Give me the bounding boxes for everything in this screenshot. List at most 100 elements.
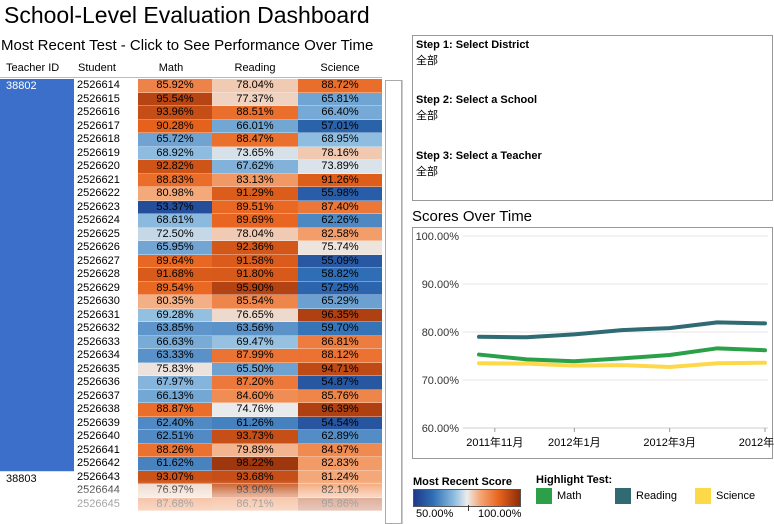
table-row[interactable]: 2526645 87.68% 86.71% 95.86% xyxy=(74,497,382,511)
reading-cell[interactable]: 89.51% xyxy=(212,200,298,214)
math-cell[interactable]: 67.97% xyxy=(138,376,212,390)
highlight-math[interactable]: Math xyxy=(536,488,596,504)
reading-cell[interactable]: 93.90% xyxy=(212,484,298,498)
science-cell[interactable]: 62.26% xyxy=(298,214,382,228)
science-cell[interactable]: 85.76% xyxy=(298,389,382,403)
teacher-group[interactable]: 38802 xyxy=(0,79,74,471)
math-cell[interactable]: 95.54% xyxy=(138,92,212,106)
table-row[interactable]: 2526624 68.61% 89.69% 62.26% xyxy=(74,214,382,228)
math-cell[interactable]: 92.82% xyxy=(138,160,212,174)
science-cell[interactable]: 95.86% xyxy=(298,497,382,511)
science-cell[interactable]: 96.39% xyxy=(298,403,382,417)
table-row[interactable]: 2526633 66.63% 69.47% 86.81% xyxy=(74,335,382,349)
science-cell[interactable]: 59.70% xyxy=(298,322,382,336)
reading-cell[interactable]: 89.69% xyxy=(212,214,298,228)
table-row[interactable]: 2526617 90.28% 66.01% 57.01% xyxy=(74,119,382,133)
table-row[interactable]: 2526636 67.97% 87.20% 54.87% xyxy=(74,376,382,390)
reading-cell[interactable]: 83.13% xyxy=(212,173,298,187)
math-cell[interactable]: 65.95% xyxy=(138,241,212,255)
science-cell[interactable]: 81.24% xyxy=(298,470,382,484)
reading-cell[interactable]: 69.47% xyxy=(212,335,298,349)
science-cell[interactable]: 62.89% xyxy=(298,430,382,444)
science-cell[interactable]: 82.83% xyxy=(298,457,382,471)
table-row[interactable]: 2526619 68.92% 73.65% 78.16% xyxy=(74,146,382,160)
math-cell[interactable]: 68.92% xyxy=(138,146,212,160)
math-cell[interactable]: 90.28% xyxy=(138,119,212,133)
math-cell[interactable]: 87.68% xyxy=(138,497,212,511)
table-row[interactable]: 2526630 80.35% 85.54% 65.29% xyxy=(74,295,382,309)
science-cell[interactable]: 88.12% xyxy=(298,349,382,363)
science-cell[interactable]: 57.01% xyxy=(298,119,382,133)
math-cell[interactable]: 68.61% xyxy=(138,214,212,228)
reading-cell[interactable]: 87.99% xyxy=(212,349,298,363)
table-row[interactable]: 2526625 72.50% 78.04% 82.58% xyxy=(74,227,382,241)
school-filter-value[interactable]: 全部 xyxy=(416,110,438,122)
reading-cell[interactable]: 98.22% xyxy=(212,457,298,471)
table-row[interactable]: 2526629 89.54% 95.90% 57.25% xyxy=(74,281,382,295)
reading-cell[interactable]: 85.54% xyxy=(212,295,298,309)
science-cell[interactable]: 88.72% xyxy=(298,79,382,93)
science-cell[interactable]: 57.25% xyxy=(298,281,382,295)
table-row[interactable]: 2526634 63.33% 87.99% 88.12% xyxy=(74,349,382,363)
science-cell[interactable]: 65.81% xyxy=(298,92,382,106)
math-cell[interactable]: 88.26% xyxy=(138,443,212,457)
table-row[interactable]: 2526632 63.85% 63.56% 59.70% xyxy=(74,322,382,336)
header-reading[interactable]: Reading xyxy=(234,62,276,74)
table-row[interactable]: 2526621 88.83% 83.13% 91.26% xyxy=(74,173,382,187)
math-cell[interactable]: 93.07% xyxy=(138,470,212,484)
science-cell[interactable]: 73.89% xyxy=(298,160,382,174)
math-cell[interactable]: 80.98% xyxy=(138,187,212,201)
reading-cell[interactable]: 88.47% xyxy=(212,133,298,147)
science-cell[interactable]: 54.54% xyxy=(298,416,382,430)
science-cell[interactable]: 78.16% xyxy=(298,146,382,160)
science-cell[interactable]: 87.40% xyxy=(298,200,382,214)
reading-cell[interactable]: 76.65% xyxy=(212,308,298,322)
reading-cell[interactable]: 93.68% xyxy=(212,470,298,484)
reading-cell[interactable]: 79.89% xyxy=(212,443,298,457)
science-cell[interactable]: 66.40% xyxy=(298,106,382,120)
table-row[interactable]: 2526643 93.07% 93.68% 81.24% xyxy=(74,470,382,484)
reading-cell[interactable]: 63.56% xyxy=(212,322,298,336)
science-cell[interactable]: 86.81% xyxy=(298,335,382,349)
science-cell[interactable]: 68.95% xyxy=(298,133,382,147)
math-cell[interactable]: 69.28% xyxy=(138,308,212,322)
header-teacher-id[interactable]: Teacher ID xyxy=(6,62,60,74)
table-row[interactable]: 2526614 85.92% 78.04% 88.72% xyxy=(74,79,382,93)
reading-cell[interactable]: 95.90% xyxy=(212,281,298,295)
science-cell[interactable]: 75.74% xyxy=(298,241,382,255)
math-cell[interactable]: 66.63% xyxy=(138,335,212,349)
table-scrollbar[interactable] xyxy=(385,80,402,524)
science-cell[interactable]: 82.58% xyxy=(298,227,382,241)
math-cell[interactable]: 63.33% xyxy=(138,349,212,363)
reading-cell[interactable]: 78.04% xyxy=(212,79,298,93)
table-row[interactable]: 2526640 62.51% 93.73% 62.89% xyxy=(74,430,382,444)
math-cell[interactable]: 85.92% xyxy=(138,79,212,93)
table-row[interactable]: 2526639 62.40% 61.26% 54.54% xyxy=(74,416,382,430)
header-student[interactable]: Student xyxy=(78,62,116,74)
district-filter-value[interactable]: 全部 xyxy=(416,55,438,67)
table-row[interactable]: 2526642 61.62% 98.22% 82.83% xyxy=(74,457,382,471)
science-cell[interactable]: 94.71% xyxy=(298,362,382,376)
math-cell[interactable]: 53.37% xyxy=(138,200,212,214)
teacher-group[interactable]: 38803 xyxy=(0,470,74,511)
math-cell[interactable]: 62.40% xyxy=(138,416,212,430)
math-cell[interactable]: 66.13% xyxy=(138,389,212,403)
teacher-filter-value[interactable]: 全部 xyxy=(416,166,438,178)
math-cell[interactable]: 76.97% xyxy=(138,484,212,498)
reading-cell[interactable]: 74.76% xyxy=(212,403,298,417)
table-row[interactable]: 2526616 93.96% 88.51% 66.40% xyxy=(74,106,382,120)
highlight-reading[interactable]: Reading xyxy=(615,488,685,504)
science-cell[interactable]: 96.35% xyxy=(298,308,382,322)
math-cell[interactable]: 88.83% xyxy=(138,173,212,187)
scores-over-time-chart[interactable]: 60.00% 70.00% 80.00% 90.00% 100.00% 2011年11月 2… xyxy=(412,227,774,459)
reading-cell[interactable]: 92.36% xyxy=(212,241,298,255)
table-row[interactable]: 2526637 66.13% 84.60% 85.76% xyxy=(74,389,382,403)
science-cell[interactable]: 54.87% xyxy=(298,376,382,390)
table-row[interactable]: 2526631 69.28% 76.65% 96.35% xyxy=(74,308,382,322)
table-row[interactable]: 2526628 91.68% 91.80% 58.82% xyxy=(74,268,382,282)
reading-cell[interactable]: 84.60% xyxy=(212,389,298,403)
math-cell[interactable]: 63.85% xyxy=(138,322,212,336)
table-row[interactable]: 2526627 89.64% 91.58% 55.09% xyxy=(74,254,382,268)
header-math[interactable]: Math xyxy=(158,62,184,74)
math-cell[interactable]: 80.35% xyxy=(138,295,212,309)
